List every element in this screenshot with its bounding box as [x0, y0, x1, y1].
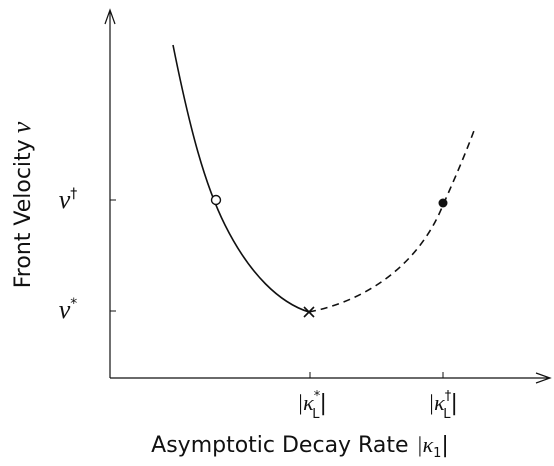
symbol: v — [59, 185, 71, 214]
sub: 1 — [433, 446, 441, 461]
close: | — [450, 391, 457, 416]
y-label: Front Velocity v — [7, 121, 36, 288]
x-label-text: Asymptotic Decay Rate — [151, 433, 408, 458]
x-label: Asymptotic Decay Rate |κ1| — [151, 432, 449, 461]
sup: * — [70, 296, 77, 312]
x-tick-label: |κ† L| — [428, 389, 458, 422]
symbol: |κ — [297, 390, 314, 415]
sup: † — [70, 186, 77, 202]
y-arrow — [104, 8, 116, 25]
filled-point — [438, 198, 448, 208]
sup: * — [314, 389, 321, 404]
symbol: |κ — [428, 390, 445, 415]
solid-curve — [172, 44, 310, 313]
x-arrow — [535, 372, 552, 384]
open-point — [210, 194, 222, 206]
sub: L — [443, 407, 451, 422]
symbol: |κ — [417, 432, 434, 457]
y-tick-label: v† — [59, 185, 78, 214]
symbol: v — [59, 295, 71, 324]
close: | — [441, 433, 448, 458]
y-tick-label: v* — [59, 295, 78, 324]
sup: † — [445, 389, 452, 404]
symbol: v — [7, 121, 36, 133]
cross-point — [303, 306, 315, 318]
sub: L — [312, 407, 320, 422]
x-tick-label: |κ* L| — [297, 389, 327, 422]
dashed-curve — [308, 127, 476, 313]
y-label-text: Front Velocity — [11, 139, 36, 288]
close: | — [319, 391, 326, 416]
